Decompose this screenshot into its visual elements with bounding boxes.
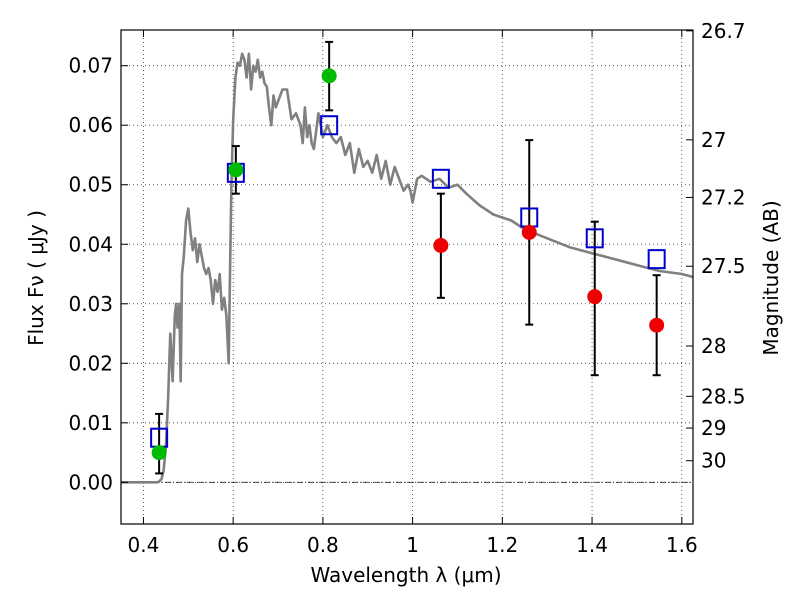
y-tick-label: 0.04 [68,232,113,256]
mag-tick-label: 26.7 [701,19,746,43]
mag-tick-label: 27 [701,128,726,152]
mag-tick-label: 29 [701,416,726,440]
y-tick-label: 0.00 [68,470,113,494]
measurement-point [649,317,665,333]
ticks-layer: 0.4 0.6 0.8 1 1.2 1.4 1.6 0.00 0.01 0.02 0.03 0.04 0… [68,19,745,557]
model-photometry-marker [320,115,339,136]
y-tick-label: 0.07 [68,54,113,78]
y2-axis-label: Magnitude (AB) [759,200,783,355]
grid [121,30,693,524]
detection-point [151,445,167,461]
measurement-point [587,289,603,305]
detection-point [321,68,337,84]
y-tick-label: 0.05 [68,173,113,197]
measurement-point [521,224,537,240]
x-tick-label: 0.8 [307,533,339,557]
mag-tick-label: 30 [701,449,726,473]
y-tick-label: 0.01 [68,411,113,435]
mag-tick-label: 27.2 [701,185,746,209]
y-tick-label: 0.02 [68,351,113,375]
x-tick-label: 1.4 [576,533,608,557]
plot-frame [120,29,694,525]
model-photometry-marker [647,249,666,270]
model-photometry-marker [585,228,604,249]
model-sed-line [121,52,694,484]
y-tick-label: 0.03 [68,292,113,316]
x-tick-label: 1.6 [666,533,698,557]
y-tick-label: 0.06 [68,113,113,137]
markers-layer [150,68,666,461]
model-photometry-marker [431,168,450,189]
x-tick-label: 0.4 [128,533,160,557]
x-tick-label: 0.6 [217,533,249,557]
measurement-point [433,237,449,253]
model-sed-layer [121,52,694,484]
mag-tick-label: 28 [701,334,726,358]
y-axis-label: Flux Fν ( μJy ) [24,210,48,346]
x-tick-label: 1.2 [486,533,518,557]
detection-point [228,162,244,178]
x-tick-label: 1 [406,533,419,557]
mag-tick-label: 27.5 [701,254,746,278]
mag-tick-label: 28.5 [701,384,746,408]
x-axis-label: Wavelength λ (μm) [310,563,501,587]
